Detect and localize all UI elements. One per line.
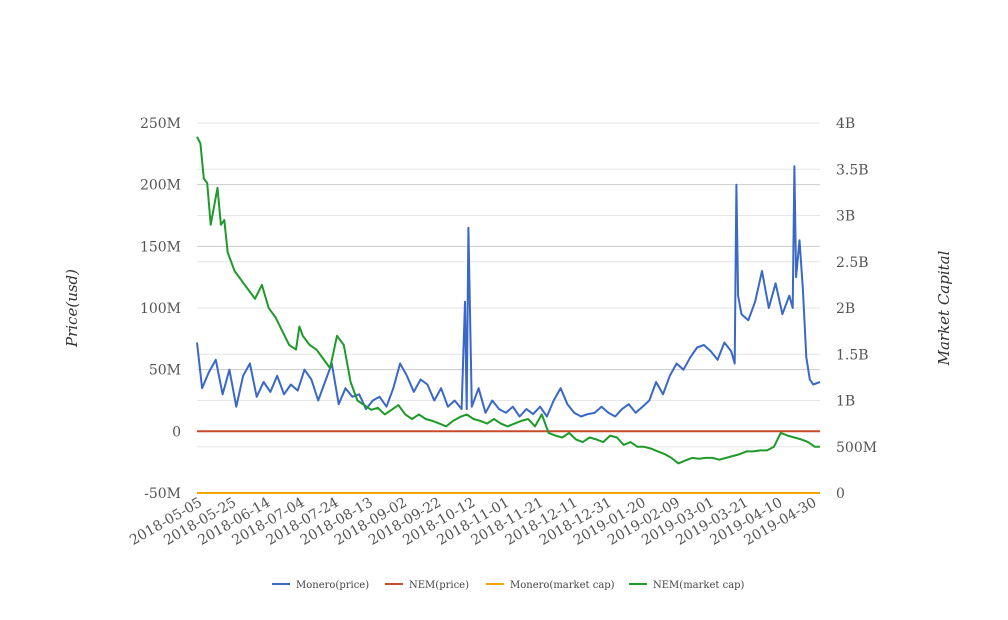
y-tick-label: 0	[172, 424, 181, 440]
y2-tick-label: 2B	[836, 301, 855, 317]
y-tick-label: 50M	[149, 363, 181, 379]
legend-label: Monero(market cap)	[510, 580, 615, 591]
grid-lines	[197, 122, 820, 494]
series-lines	[196, 136, 821, 494]
legend-label: NEM(market cap)	[653, 580, 745, 591]
y-tick-label: 250M	[140, 116, 181, 132]
legend-label: Monero(price)	[296, 580, 369, 591]
series-line-nem-market-cap	[196, 136, 820, 465]
y-tick-label: 150M	[140, 239, 181, 255]
y-tick-label: 100M	[140, 301, 181, 317]
left-axis-ticks: 250M 200M 150M 100M 50M 0 -50M	[140, 116, 181, 502]
y2-tick-label: 1.5B	[836, 347, 869, 363]
y2-tick-label: 0	[836, 486, 845, 502]
y2-tick-label: 2.5B	[836, 255, 869, 271]
y-tick-label: 200M	[140, 178, 181, 194]
y2-tick-label: 500M	[836, 440, 877, 456]
y2-tick-label: 4B	[836, 116, 855, 132]
legend: Monero(price) NEM(price) Monero(market cap…	[272, 580, 745, 591]
y-axis-title: Price(usd)	[63, 269, 81, 348]
x-axis-ticks: 2018-05-052018-05-252018-06-142018-07-04…	[127, 495, 819, 549]
legend-label: NEM(price)	[409, 580, 469, 591]
right-axis-ticks: 4B 3.5B 3B 2.5B 2B 1.5B 1B 500M 0	[836, 116, 877, 502]
series-line-monero-price	[196, 165, 821, 418]
y2-tick-label: 1B	[836, 394, 855, 410]
y-tick-label: -50M	[144, 486, 181, 502]
y2-tick-label: 3.5B	[836, 162, 869, 178]
y2-axis-title: Market Capital	[935, 250, 953, 366]
y2-tick-label: 3B	[836, 209, 855, 225]
